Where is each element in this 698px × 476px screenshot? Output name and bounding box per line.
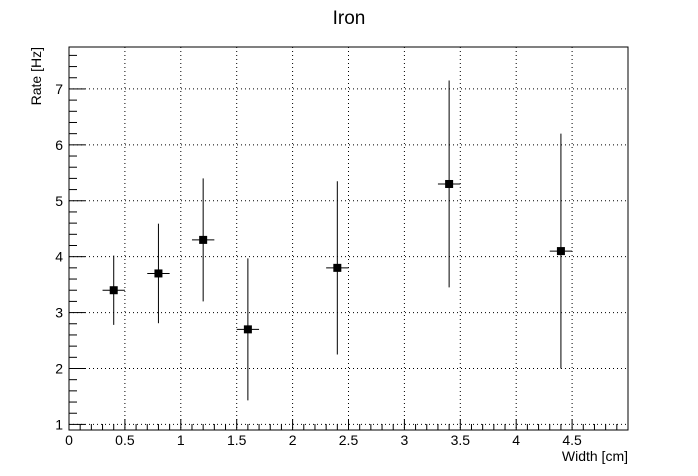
x-tick-label: 4.5 (562, 432, 582, 448)
y-tick-label: 3 (55, 305, 63, 321)
x-tick-label: 2.5 (339, 432, 359, 448)
axis-ticks (68, 54, 618, 431)
data-point (236, 258, 260, 401)
chart-title: Iron (333, 8, 366, 29)
y-axis-label: Rate [Hz] (28, 47, 44, 105)
x-tick-label: 2 (289, 432, 297, 448)
x-axis-label: Width [cm] (562, 448, 628, 464)
y-tick-label: 2 (55, 360, 63, 376)
x-tick-label: 1 (177, 432, 185, 448)
x-tick-label: 0 (65, 432, 73, 448)
data-marker (243, 325, 252, 334)
y-tick-label: 1 (55, 416, 63, 432)
data-marker (199, 235, 208, 244)
y-tick-label: 4 (55, 249, 63, 265)
data-point (549, 133, 573, 369)
y-tick-label: 6 (55, 137, 63, 153)
data-point (437, 80, 461, 288)
x-tick-label: 3 (401, 432, 409, 448)
y-tick-label: 7 (55, 81, 63, 97)
data-point (191, 178, 215, 302)
data-marker (445, 179, 454, 188)
tick-labels: 0 0.5 1 1.5 2 2.5 3 3.5 4 4.5 1 2 3 4 5 6 7 (55, 81, 582, 448)
data-point (147, 223, 170, 324)
x-tick-label: 1.5 (227, 432, 247, 448)
data-point (102, 255, 125, 325)
x-tick-label: 0.5 (115, 432, 135, 448)
x-tick-label: 3.5 (451, 432, 471, 448)
x-tick-label: 4 (512, 432, 520, 448)
y-tick-label: 5 (55, 193, 63, 209)
data-series (102, 80, 573, 401)
data-marker (154, 269, 163, 278)
data-marker (109, 286, 118, 295)
data-marker (556, 247, 565, 256)
data-marker (333, 263, 342, 272)
data-point (326, 181, 349, 355)
